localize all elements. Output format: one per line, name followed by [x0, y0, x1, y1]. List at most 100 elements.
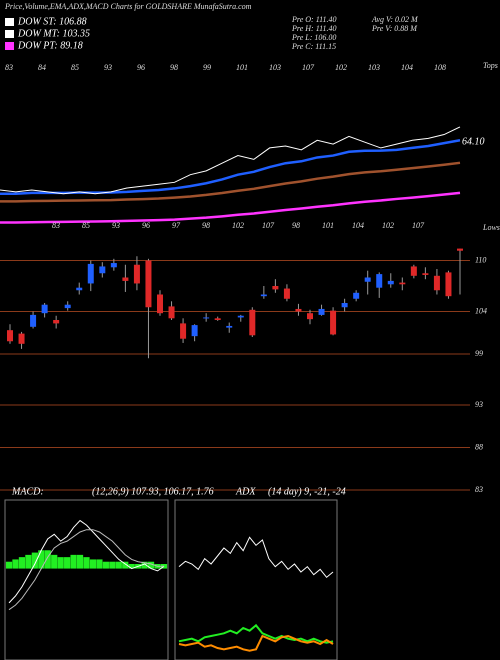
low-label: 93: [112, 221, 120, 230]
y-tick-label: 83: [475, 485, 483, 494]
page-title: Price,Volume,EMA,ADX,MACD Charts for GOL…: [4, 2, 252, 11]
top-label: 84: [38, 63, 46, 72]
macd-histogram-bar: [44, 550, 51, 569]
legend-entry: DOW PT: 89.18: [17, 40, 83, 51]
ema-line: [0, 126, 461, 195]
candle-body: [226, 325, 233, 328]
ema-line: [0, 139, 461, 196]
legend-entry: DOW MT: 103.35: [17, 28, 90, 39]
adx-line: [178, 623, 334, 644]
low-label: 97: [172, 221, 181, 230]
ema-line: [0, 191, 461, 224]
low-label: 83: [52, 221, 60, 230]
candle-body: [422, 273, 429, 275]
top-label: 98: [170, 63, 178, 72]
panel: [4, 499, 169, 660]
top-label: 107: [302, 63, 315, 72]
candle-body: [18, 333, 25, 344]
legend-entry: DOW ST: 106.88: [17, 16, 87, 27]
legend-swatch: [5, 18, 14, 26]
candle-body: [191, 325, 198, 337]
candle-body: [307, 313, 313, 320]
candle-body: [157, 294, 163, 314]
adx-line: [178, 634, 334, 652]
macd-histogram-bar: [115, 561, 122, 569]
macd-histogram-bar: [31, 552, 38, 569]
top-label: 103: [368, 63, 380, 72]
top-label: 103: [269, 63, 281, 72]
adx-label: ADX: [235, 486, 256, 497]
y-tick-label: 104: [475, 306, 487, 315]
candle-body: [260, 294, 267, 297]
candle-body: [376, 274, 383, 288]
annotation: 64.10: [462, 137, 485, 148]
top-label: 102: [335, 63, 347, 72]
low-label: 101: [322, 221, 334, 230]
stat: Pre H: 111.40: [291, 24, 337, 33]
y-tick-label: 110: [475, 255, 486, 264]
candle-body: [145, 260, 152, 308]
candle-body: [445, 272, 452, 297]
low-label: 104: [352, 221, 364, 230]
candle-body: [87, 263, 94, 284]
low-label: 85: [82, 221, 90, 230]
candle-body: [30, 314, 37, 327]
top-label: 93: [104, 63, 112, 72]
tops-label: Tops: [483, 61, 498, 70]
macd-histogram-bar: [89, 559, 97, 569]
macd-histogram-bar: [51, 554, 58, 569]
top-label: 104: [401, 63, 413, 72]
macd-histogram-bar: [25, 554, 32, 569]
panel: [174, 499, 338, 660]
stat: Pre C: 111.15: [291, 42, 336, 51]
top-label: 96: [137, 63, 145, 72]
y-tick-label: 99: [475, 349, 483, 358]
candle-body: [364, 277, 371, 282]
candle-body: [133, 264, 140, 284]
stat: Avg V: 0.02 M: [371, 15, 419, 24]
candle-body: [330, 310, 337, 335]
macd-line: [8, 519, 165, 604]
macd-histogram-bar: [83, 557, 90, 569]
candle-body: [214, 318, 221, 320]
macd-line: [8, 529, 164, 611]
macd-histogram-bar: [76, 554, 84, 569]
candle-body: [99, 266, 106, 274]
macd-label: MACD:: [11, 486, 44, 497]
candle-body: [110, 263, 117, 268]
macd-histogram-bar: [141, 561, 148, 569]
low-label: 107: [412, 221, 425, 230]
low-label: 107: [262, 221, 275, 230]
candle-body: [410, 266, 417, 276]
low-label: 98: [292, 221, 300, 230]
legend-swatch: [5, 42, 14, 50]
y-tick-label: 93: [475, 400, 483, 409]
low-label: 102: [232, 221, 244, 230]
macd-histogram-bar: [18, 557, 26, 569]
candle-body: [272, 286, 279, 290]
candle-body: [168, 306, 175, 319]
candle-body: [399, 282, 406, 285]
candle-body: [318, 308, 325, 315]
y-tick-label: 88: [475, 442, 483, 451]
macd-histogram-bar: [70, 554, 77, 569]
macd-histogram-bar: [38, 550, 45, 569]
candle-body: [64, 304, 71, 309]
macd-histogram-bar: [64, 557, 71, 569]
candle-body: [7, 330, 13, 342]
top-label: 108: [434, 63, 446, 72]
macd-histogram-bar: [57, 557, 64, 569]
candle-body: [387, 280, 394, 285]
candle-body: [203, 317, 210, 319]
candle-body: [295, 308, 302, 312]
macd-histogram-bar: [5, 561, 13, 569]
top-label: 85: [71, 63, 79, 72]
candle-body: [457, 248, 463, 251]
top-label: 83: [5, 63, 13, 72]
candle-body: [249, 309, 256, 336]
macd-histogram-bar: [147, 561, 155, 569]
low-label: 102: [382, 221, 394, 230]
macd-histogram-bar: [122, 561, 129, 569]
